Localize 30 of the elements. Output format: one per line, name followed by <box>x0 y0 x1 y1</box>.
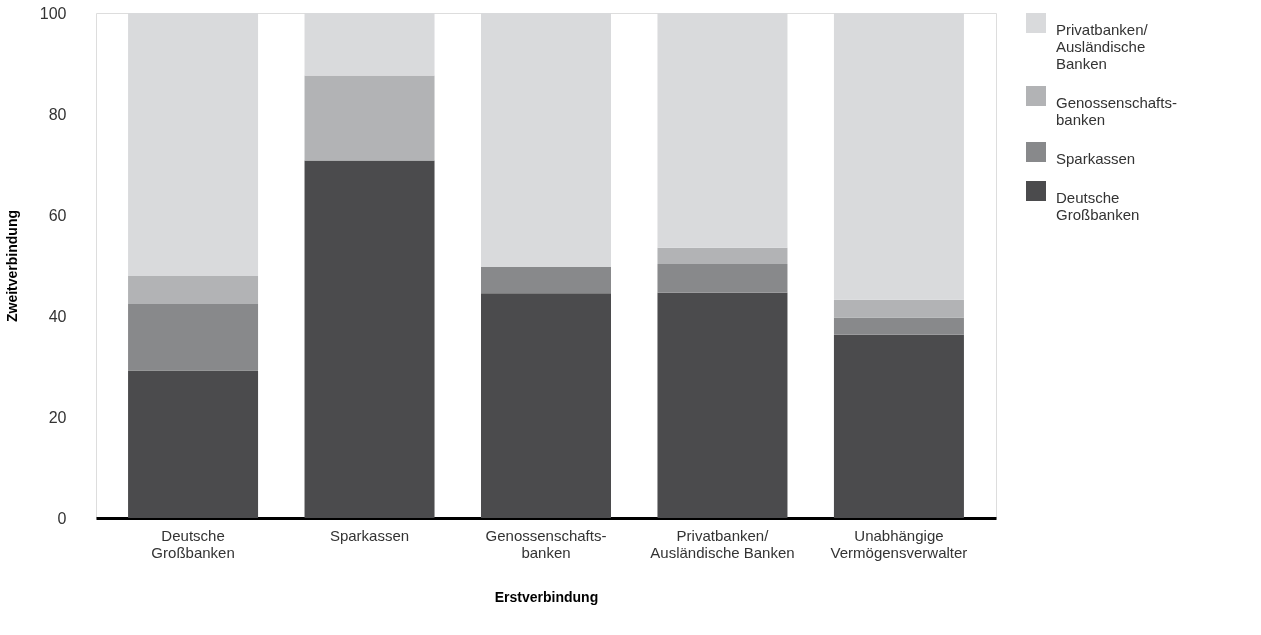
bar <box>833 334 964 518</box>
bar <box>304 75 435 161</box>
bar <box>481 267 611 294</box>
legend-label: Genossenschafts- banken <box>1056 94 1177 128</box>
y-tick-label: 80 <box>48 105 67 123</box>
x-tick-label: Privatbanken/ Ausländische Banken <box>650 526 795 561</box>
bar <box>657 247 788 264</box>
bar <box>304 160 435 518</box>
y-tick-label: 60 <box>48 206 67 224</box>
x-tick-label: Unabhängige Vermögensverwalter <box>830 526 968 561</box>
x-axis-title: Erstverbindung <box>494 588 599 605</box>
bar <box>128 276 259 304</box>
y-tick-label: 0 <box>57 509 67 527</box>
y-tick-label: 20 <box>48 408 67 426</box>
bar <box>128 303 259 371</box>
bar <box>657 292 788 518</box>
bar <box>481 293 611 518</box>
bar <box>657 263 788 293</box>
bar <box>128 370 259 518</box>
legend-label: Sparkassen <box>1056 150 1136 167</box>
y-tick-label: 100 <box>39 4 67 22</box>
x-tick-label: Sparkassen <box>329 526 410 544</box>
legend-label: Privatbanken/ Ausländische Banken <box>1056 21 1149 72</box>
x-tick-label: Genossenschafts- banken <box>485 526 607 561</box>
bar <box>833 317 964 335</box>
legend-label: Deutsche Großbanken <box>1056 189 1140 223</box>
y-tick-label: 40 <box>48 307 67 325</box>
x-tick-label: Deutsche Großbanken <box>151 526 235 561</box>
bar <box>833 299 964 318</box>
y-axis-title: Zweitverbindung <box>3 210 20 322</box>
